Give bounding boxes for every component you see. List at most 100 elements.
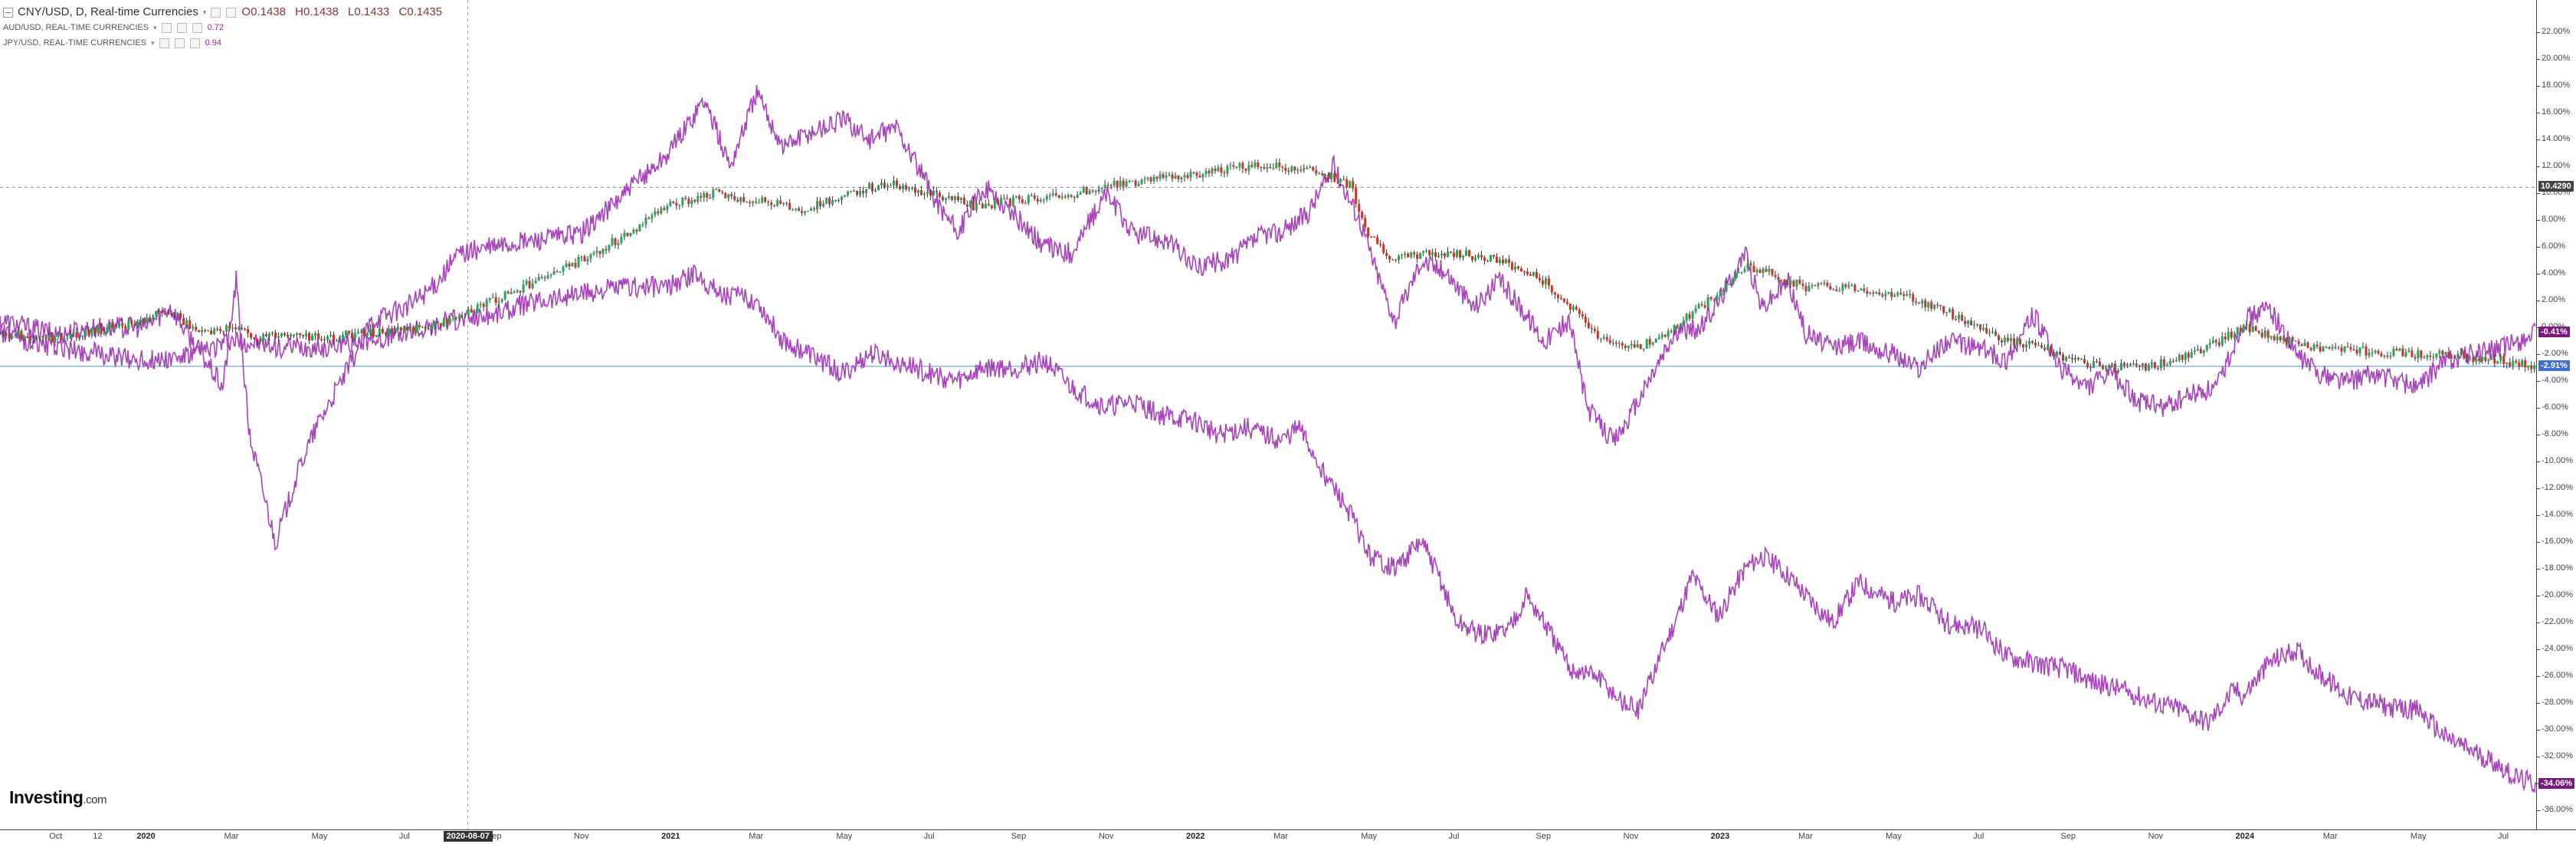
- candle-body-766: [2343, 346, 2346, 352]
- candle-body-676: [2068, 356, 2071, 359]
- close-icon[interactable]: [192, 22, 202, 33]
- candle-body-16: [48, 335, 51, 339]
- candle-body-276: [844, 195, 847, 197]
- candle-body-186: [568, 263, 571, 267]
- candle-body-166: [506, 291, 510, 294]
- candle-body-432: [1321, 173, 1324, 176]
- candle-body-85: [259, 340, 262, 342]
- time-axis-tick: Nov: [1623, 832, 1639, 841]
- candle-body-257: [785, 202, 788, 204]
- candle-body-673: [2059, 351, 2062, 355]
- candle-body-741: [2266, 330, 2270, 338]
- candle-body-375: [1146, 177, 1149, 179]
- candle-body-465: [1422, 251, 1425, 253]
- candle-body-195: [595, 251, 598, 253]
- candle-body-82: [250, 333, 253, 338]
- candle-body-153: [467, 309, 470, 316]
- candle-body-143: [436, 321, 439, 323]
- candle-body-177: [540, 277, 543, 278]
- candle-body-644: [1970, 320, 1973, 326]
- candle-body-62: [188, 320, 192, 329]
- candle-body-591: [1807, 285, 1811, 292]
- candle-body-695: [2125, 364, 2129, 366]
- eye-icon[interactable]: [211, 7, 221, 18]
- candle-body-15: [44, 337, 48, 339]
- price-axis[interactable]: 22.00% 20.00% 18.00% 16.00% 14.00% 12.00% 10.0…: [2536, 0, 2576, 829]
- candle-body-6: [17, 330, 20, 335]
- candle-body-316: [965, 204, 968, 207]
- candle-body-151: [460, 316, 464, 317]
- crosshair-price-badge: 10.4290: [2538, 181, 2574, 192]
- candle-body-554: [1694, 308, 1697, 312]
- candle-body-367: [1122, 180, 1125, 187]
- candle-body-159: [485, 300, 488, 307]
- candle-body-395: [1208, 170, 1211, 174]
- eye-icon[interactable]: [161, 22, 172, 33]
- investing-logo[interactable]: Investing.com: [9, 787, 107, 808]
- candle-body-451: [1379, 244, 1382, 245]
- candle-body-119: [362, 330, 365, 337]
- chart-area[interactable]: CNY/USD, D, Real-time Currencies ▾ O0.14…: [0, 0, 2536, 829]
- candle-body-128: [390, 329, 393, 332]
- candle-body-10: [29, 337, 32, 340]
- settings-icon[interactable]: [174, 38, 185, 48]
- candle-body-342: [1045, 195, 1048, 200]
- candle-body-323: [987, 203, 990, 205]
- candle-body-22: [66, 337, 69, 340]
- candle-body-760: [2325, 346, 2328, 348]
- candle-body-756: [2312, 344, 2315, 350]
- candle-body-12: [35, 338, 38, 340]
- candle-body-199: [608, 245, 611, 251]
- candle-body-579: [1771, 268, 1774, 275]
- candle-body-8: [23, 336, 26, 340]
- time-axis-tick: Nov: [574, 832, 589, 841]
- candle-body-230: [703, 193, 706, 198]
- candle-body-314: [959, 198, 962, 201]
- candle-body-353: [1079, 192, 1082, 195]
- candle-body-823: [2518, 362, 2521, 367]
- candle-body-315: [962, 198, 965, 205]
- candle-body-20: [60, 333, 63, 339]
- candle-body-605: [1850, 284, 1853, 286]
- candle-body-534: [1633, 343, 1636, 348]
- candle-body-618: [1890, 291, 1893, 297]
- candle-body-614: [1878, 292, 1881, 295]
- candle-body-517: [1581, 314, 1584, 317]
- legend-overlay-jpy-label[interactable]: JPY/USD, REAL-TIME CURRENCIES: [3, 38, 147, 48]
- price-chart-plot[interactable]: [0, 0, 2536, 829]
- settings-icon[interactable]: [226, 7, 237, 18]
- chevron-down-icon[interactable]: ▾: [202, 8, 207, 16]
- candle-body-535: [1636, 344, 1639, 348]
- chevron-down-icon[interactable]: ▾: [153, 24, 157, 31]
- candle-body-238: [727, 194, 730, 199]
- candle-body-521: [1593, 329, 1596, 331]
- chevron-down-icon[interactable]: ▾: [151, 39, 155, 47]
- eye-icon[interactable]: [159, 38, 169, 48]
- candle-body-470: [1437, 255, 1440, 258]
- candle-body-4: [11, 336, 14, 339]
- candle-body-792: [2423, 357, 2426, 359]
- candle-body-102: [310, 335, 313, 341]
- candle-body-393: [1201, 174, 1204, 178]
- candle-body-693: [2119, 363, 2122, 370]
- candle-body-242: [739, 197, 742, 202]
- candle-body-161: [491, 297, 494, 298]
- candle-body-137: [418, 324, 421, 327]
- close-icon[interactable]: [189, 38, 200, 48]
- legend-overlay-aud-label[interactable]: AUD/USD, REAL-TIME CURRENCIES: [3, 23, 149, 32]
- time-axis[interactable]: Oct 12 2020 Mar May Jul Sep Nov 2021 Mar May Jul Sep…: [0, 829, 2576, 844]
- price-axis-tick: -14.00%: [2542, 510, 2573, 519]
- candle-body-603: [1844, 284, 1847, 287]
- candle-body-304: [929, 192, 932, 196]
- candle-body-308: [941, 196, 944, 200]
- candle-body-827: [2530, 365, 2533, 369]
- settings-icon[interactable]: [176, 22, 187, 33]
- candle-body-710: [2171, 361, 2175, 363]
- candle-body-446: [1364, 218, 1367, 228]
- legend-main-symbol[interactable]: CNY/USD, D, Real-time Currencies: [18, 5, 198, 18]
- candle-body-613: [1875, 292, 1878, 294]
- candle-body-494: [1510, 262, 1513, 270]
- candle-body-737: [2254, 326, 2257, 331]
- candle-body-301: [919, 190, 923, 195]
- collapse-legend-icon[interactable]: [3, 7, 13, 18]
